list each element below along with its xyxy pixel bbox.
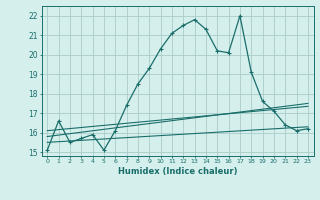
X-axis label: Humidex (Indice chaleur): Humidex (Indice chaleur): [118, 167, 237, 176]
